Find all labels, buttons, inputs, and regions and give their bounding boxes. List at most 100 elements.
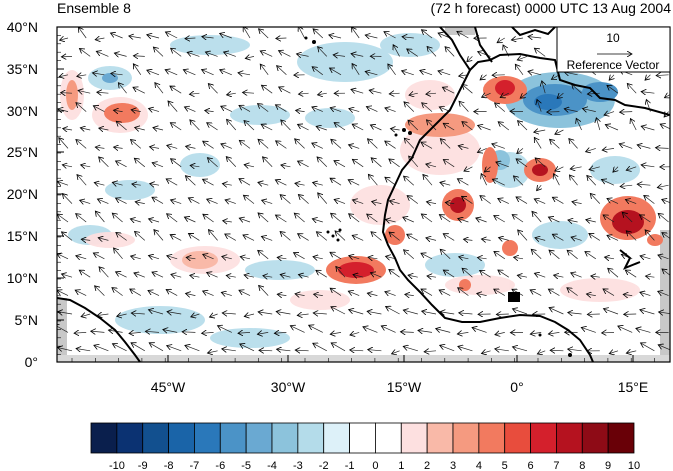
colorbar-label: -5	[241, 460, 251, 471]
wind-vector-arrow	[183, 70, 196, 76]
wind-vector-arrow	[385, 177, 396, 186]
wind-vector-arrow	[335, 231, 346, 241]
wind-vector-arrow	[263, 276, 273, 278]
wind-vector-arrow	[259, 350, 273, 351]
wind-vector-arrow	[548, 289, 560, 296]
wind-vector-arrow	[407, 234, 418, 241]
map-field	[57, 27, 670, 362]
wind-vector-arrow	[59, 138, 69, 149]
wind-vector-arrow	[134, 273, 145, 278]
wind-vector-arrow	[660, 124, 670, 130]
wind-vector-arrow	[458, 346, 473, 352]
wind-vector-arrow	[609, 75, 614, 80]
lon-tick-label: 30°W	[271, 379, 306, 395]
wind-vector-arrow	[590, 193, 601, 204]
wind-vector-arrow	[182, 332, 196, 333]
wind-vector-arrow	[366, 107, 378, 112]
wind-vector-arrow	[421, 142, 433, 149]
wind-vector-arrow	[145, 331, 160, 332]
wind-vector-arrow	[258, 182, 269, 185]
wind-vector-arrow	[262, 200, 273, 203]
wind-vector-arrow	[494, 289, 505, 296]
wind-vector-arrow	[276, 141, 287, 149]
wind-vector-arrow	[330, 68, 342, 76]
wind-vector-arrow	[645, 276, 655, 277]
wind-vector-arrow	[313, 257, 323, 259]
wind-vector-arrow	[76, 348, 91, 350]
wind-vector-arrow	[222, 184, 232, 186]
wind-vector-arrow	[78, 90, 91, 93]
lon-tick-label: 15°W	[387, 379, 422, 395]
wind-vector-arrow	[442, 87, 455, 94]
wind-vector-arrow	[530, 290, 542, 296]
wind-vector-arrow	[277, 294, 287, 295]
wind-vector-arrow	[625, 200, 637, 204]
wind-vector-arrow	[297, 314, 309, 315]
wind-vector-arrow	[135, 127, 145, 130]
wind-vector-arrow	[494, 216, 505, 223]
wind-vector-arrow	[390, 129, 400, 130]
wind-vector-arrow	[298, 124, 309, 131]
wind-vector-arrow	[153, 47, 164, 57]
colorbar-label: -9	[138, 460, 148, 471]
wind-vector-arrow	[555, 130, 564, 134]
wind-vector-arrow	[458, 146, 469, 149]
wind-vector-arrow	[582, 109, 596, 112]
wind-vector-arrow	[439, 215, 451, 223]
wind-vector-arrow	[554, 174, 560, 186]
wind-vector-arrow	[208, 230, 218, 241]
wind-vector-arrow	[220, 70, 232, 76]
wind-vector-arrow	[245, 56, 255, 58]
wind-vector-arrow	[457, 179, 469, 186]
wind-vector-arrow	[601, 179, 615, 186]
wind-vector-arrow	[636, 328, 651, 333]
wind-vector-arrow	[528, 71, 542, 74]
wind-vector-arrow	[462, 85, 473, 94]
wind-vector-arrow	[312, 219, 323, 222]
wind-vector-arrow	[222, 256, 232, 258]
wind-vector-arrow	[330, 288, 342, 296]
wind-vector-arrow	[662, 233, 670, 239]
wind-vector-arrow	[641, 126, 655, 130]
wind-vector-arrow	[658, 213, 669, 223]
wind-vector-arrow	[79, 270, 91, 278]
wind-vector-arrow	[472, 327, 487, 333]
wind-vector-arrow	[586, 220, 596, 222]
wind-vector-arrow	[298, 161, 309, 168]
wind-vector-arrow	[389, 269, 400, 278]
wind-vector-arrow	[225, 200, 236, 204]
wind-vector-arrow	[662, 199, 670, 203]
wind-vector-arrow	[57, 290, 69, 296]
wind-vector-arrow	[409, 156, 419, 168]
wind-vector-arrow	[331, 307, 346, 315]
wind-vector-arrow	[658, 255, 669, 259]
wind-vector-arrow	[333, 55, 346, 57]
wind-vector-arrow	[534, 48, 546, 57]
wind-vector-arrow	[572, 202, 582, 204]
wind-vector-arrow	[118, 83, 127, 94]
wind-vector-arrow	[426, 93, 437, 94]
wind-vector-arrow	[77, 75, 87, 77]
wind-vector-arrow	[459, 101, 469, 112]
wind-vector-arrow	[367, 293, 378, 295]
wind-vector-arrow	[244, 314, 255, 316]
wind-vector-arrow	[365, 35, 378, 38]
wind-vector-arrow	[482, 93, 491, 97]
wind-vector-arrow	[409, 93, 418, 95]
wind-vectors	[57, 27, 670, 354]
wind-vector-arrow	[91, 331, 105, 332]
wind-vector-arrow	[662, 269, 670, 276]
wind-vector-arrow	[79, 48, 91, 57]
wind-vector-arrow	[290, 326, 305, 333]
wind-vector-arrow	[167, 145, 178, 148]
wind-vector-arrow	[114, 147, 123, 148]
coastline	[57, 27, 670, 362]
colorbar-label: 0	[372, 460, 378, 471]
wind-vector-arrow	[407, 196, 419, 204]
wind-vector-arrow	[260, 64, 269, 76]
colorbar-label: 5	[502, 460, 508, 471]
wind-vector-arrow	[537, 185, 542, 190]
wind-vector-arrow	[133, 56, 145, 57]
wind-vector-arrow	[238, 73, 251, 75]
wind-vector-arrow	[295, 350, 309, 351]
